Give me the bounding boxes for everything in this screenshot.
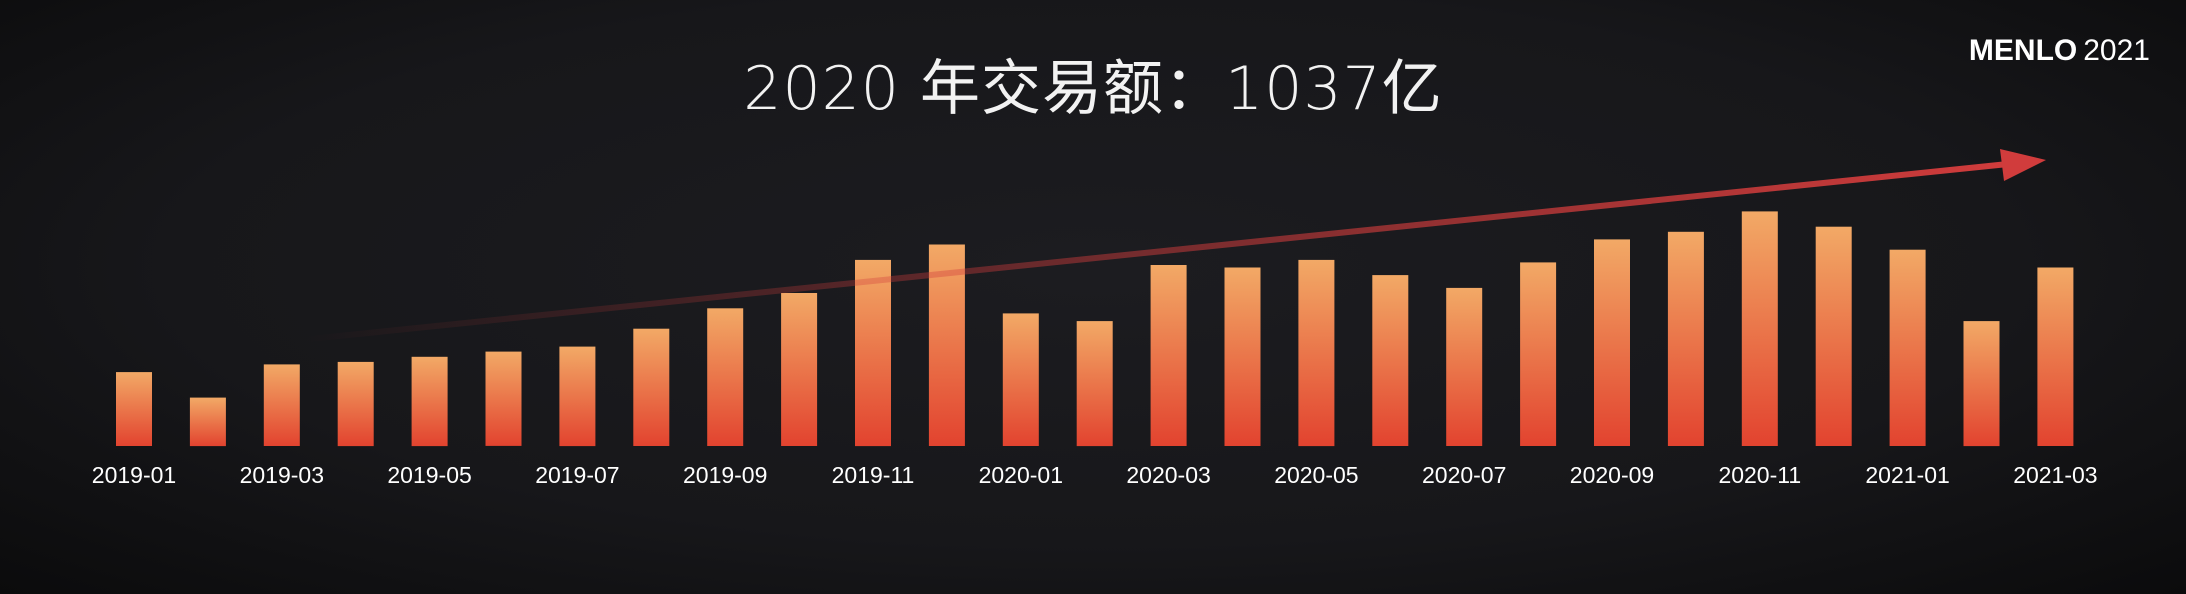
x-tick-label: 2020-05 [1274,462,1358,488]
bar-2020-10 [1667,231,1704,446]
bar-2020-05 [1298,259,1335,447]
x-tick-label: 2020-07 [1422,462,1506,488]
bar-2020-09 [1594,239,1630,446]
x-tick-label: 2021-03 [2013,462,2097,488]
bar-2021-02 [1963,321,2000,447]
trend-arrow-head [2000,149,2046,181]
trend-arrow [299,149,2046,343]
x-tick-label: 2020-09 [1570,462,1654,488]
x-tick-label: 2019-11 [832,462,915,488]
x-tick-label: 2020-11 [1718,462,1801,488]
bar-2021-03 [2037,267,2074,446]
bar-2019-03 [263,364,300,446]
bar-2019-05 [411,356,448,447]
x-tick-label: 2020-01 [979,462,1063,488]
bars-group [116,211,2074,447]
x-axis-ticks: 2019-01 2019-03 2019-05 2019-07 2019-09 2019-… [92,462,2098,488]
bar-2019-08 [633,328,670,446]
bar-2019-01 [116,372,152,446]
x-tick-label: 2020-03 [1126,462,1210,488]
bar-2020-06 [1372,275,1409,446]
x-tick-label: 2019-07 [535,462,619,488]
bar-2020-02 [1076,321,1113,447]
bar-2019-10 [781,293,818,446]
brand-year: 2021 [2083,34,2150,67]
bar-2020-11 [1741,211,1778,446]
x-tick-label: 2019-01 [92,462,176,488]
brand-name: MENLO [1968,34,2078,67]
bar-2019-07 [559,346,596,447]
x-tick-label: 2019-05 [387,462,471,488]
bar-2019-06 [485,351,522,446]
bar-2020-03 [1150,265,1187,446]
bar-2019-12 [928,244,965,446]
x-tick-label: 2021-01 [1865,462,1949,488]
bar-2019-02 [189,397,226,447]
bar-2019-04 [337,361,374,447]
brand-logo: MENLO 2021 [1969,34,2150,68]
x-tick-label: 2019-09 [683,462,767,488]
chart-title: 2020 年交易额：1037亿 [743,54,1443,124]
bar-2020-12 [1815,226,1852,446]
bar-2020-01 [1002,313,1039,446]
bar-2020-08 [1520,262,1557,446]
x-tick-label: 2019-03 [240,462,324,488]
bar-2020-04 [1224,267,1261,446]
bar-2019-09 [707,308,744,446]
bar-2021-01 [1889,249,1926,446]
bar-2019-11 [855,259,891,447]
bar-2020-07 [1446,287,1483,446]
trend-arrow-line [299,161,2009,343]
